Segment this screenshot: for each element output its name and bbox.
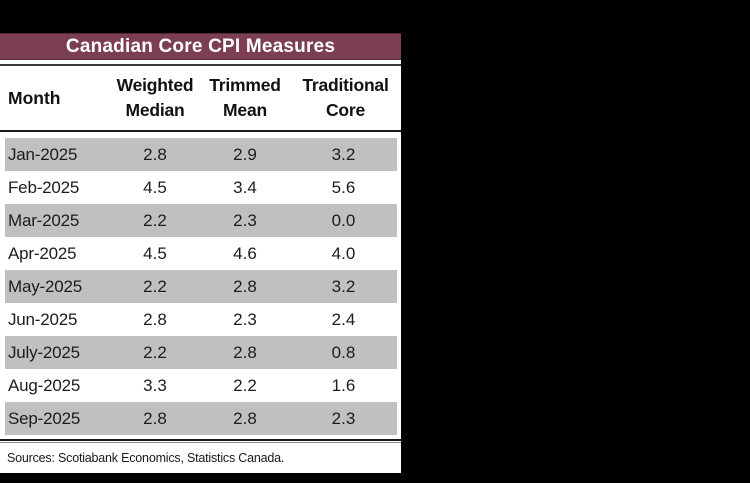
cell-month: July-2025	[8, 342, 80, 362]
page-title: Canadian Core CPI Measures	[65, 36, 336, 57]
table-row: Feb-2025 4.5 3.4 5.6	[5, 171, 397, 204]
cell-weighted-median: 4.5	[143, 243, 167, 263]
cell-weighted-median: 2.2	[143, 210, 167, 230]
divider-under-header	[0, 130, 401, 132]
header-line: Weighted	[116, 75, 194, 95]
cell-month: Jan-2025	[8, 144, 78, 164]
cell-weighted-median: 3.3	[143, 375, 167, 395]
cell-weighted-median: 2.8	[143, 408, 167, 428]
source-note: Sources: Scotiabank Economics, Statistic…	[0, 443, 401, 473]
cell-trimmed-mean: 3.4	[233, 177, 257, 197]
cell-traditional-core: 0.0	[331, 210, 356, 230]
column-header-month: Month	[8, 87, 61, 108]
cell-month: May-2025	[8, 276, 82, 296]
header-line: Trimmed	[209, 75, 281, 95]
divider-gap	[0, 60, 401, 64]
column-header-traditional-core: Traditional Core	[290, 73, 401, 123]
table-title-bar: Canadian Core CPI Measures	[0, 33, 401, 60]
table-row: Jan-2025 2.8 2.9 3.2	[5, 138, 397, 171]
cell-trimmed-mean: 2.8	[233, 408, 257, 428]
cell-month: Feb-2025	[8, 177, 80, 197]
table-header-row: Month Weighted Median Trimmed Mean Tradi…	[0, 66, 401, 130]
cell-month: Apr-2025	[8, 243, 77, 263]
cell-trimmed-mean: 2.8	[233, 342, 257, 362]
table-row: Jun-2025 2.8 2.3 2.4	[5, 303, 397, 336]
cell-weighted-median: 2.8	[143, 309, 167, 329]
cell-traditional-core: 3.2	[331, 276, 356, 296]
header-line: Mean	[223, 100, 267, 120]
cell-month: Aug-2025	[8, 375, 81, 395]
cell-traditional-core: 1.6	[331, 375, 356, 395]
table-row: May-2025 2.2 2.8 3.2	[5, 270, 397, 303]
cell-weighted-median: 2.2	[143, 276, 167, 296]
divider-gap	[0, 132, 401, 138]
cell-trimmed-mean: 2.2	[233, 375, 257, 395]
cell-trimmed-mean: 2.8	[233, 276, 257, 296]
divider-bottom-thick	[0, 439, 401, 441]
cell-trimmed-mean: 4.6	[233, 243, 257, 263]
cell-weighted-median: 2.8	[143, 144, 167, 164]
table-row: Mar-2025 2.2 2.3 0.0	[5, 204, 397, 237]
header-line: Median	[125, 100, 185, 120]
column-header-weighted-median: Weighted Median	[110, 73, 200, 123]
divider-under-title	[0, 64, 401, 66]
header-line: Traditional	[302, 75, 389, 95]
cell-traditional-core: 5.6	[331, 177, 356, 197]
cell-traditional-core: 2.4	[331, 309, 356, 329]
cell-traditional-core: 4.0	[331, 243, 356, 263]
divider-gap	[0, 441, 401, 442]
cell-trimmed-mean: 2.3	[233, 309, 257, 329]
table-row: Aug-2025 3.3 2.2 1.6	[5, 369, 397, 402]
cell-trimmed-mean: 2.3	[233, 210, 257, 230]
cell-weighted-median: 4.5	[143, 177, 167, 197]
column-header-trimmed-mean: Trimmed Mean	[200, 73, 290, 123]
table-body: Jan-2025 2.8 2.9 3.2 Feb-2025 4.5 3.4 5.…	[0, 138, 401, 435]
cell-trimmed-mean: 2.9	[233, 144, 257, 164]
cell-month: Sep-2025	[8, 408, 81, 428]
cpi-table-panel: Canadian Core CPI Measures Month Weighte…	[0, 33, 401, 473]
cell-month: Mar-2025	[8, 210, 80, 230]
cell-month: Jun-2025	[8, 309, 78, 329]
cell-traditional-core: 0.8	[331, 342, 356, 362]
cell-traditional-core: 3.2	[331, 144, 356, 164]
header-line: Core	[325, 100, 366, 120]
table-row: Apr-2025 4.5 4.6 4.0	[5, 237, 397, 270]
cell-traditional-core: 2.3	[331, 408, 356, 428]
table-row: Sep-2025 2.8 2.8 2.3	[5, 402, 397, 435]
cell-weighted-median: 2.2	[143, 342, 167, 362]
table-row: July-2025 2.2 2.8 0.8	[5, 336, 397, 369]
divider-bottom-thin	[0, 442, 401, 443]
divider-gap	[0, 435, 401, 439]
